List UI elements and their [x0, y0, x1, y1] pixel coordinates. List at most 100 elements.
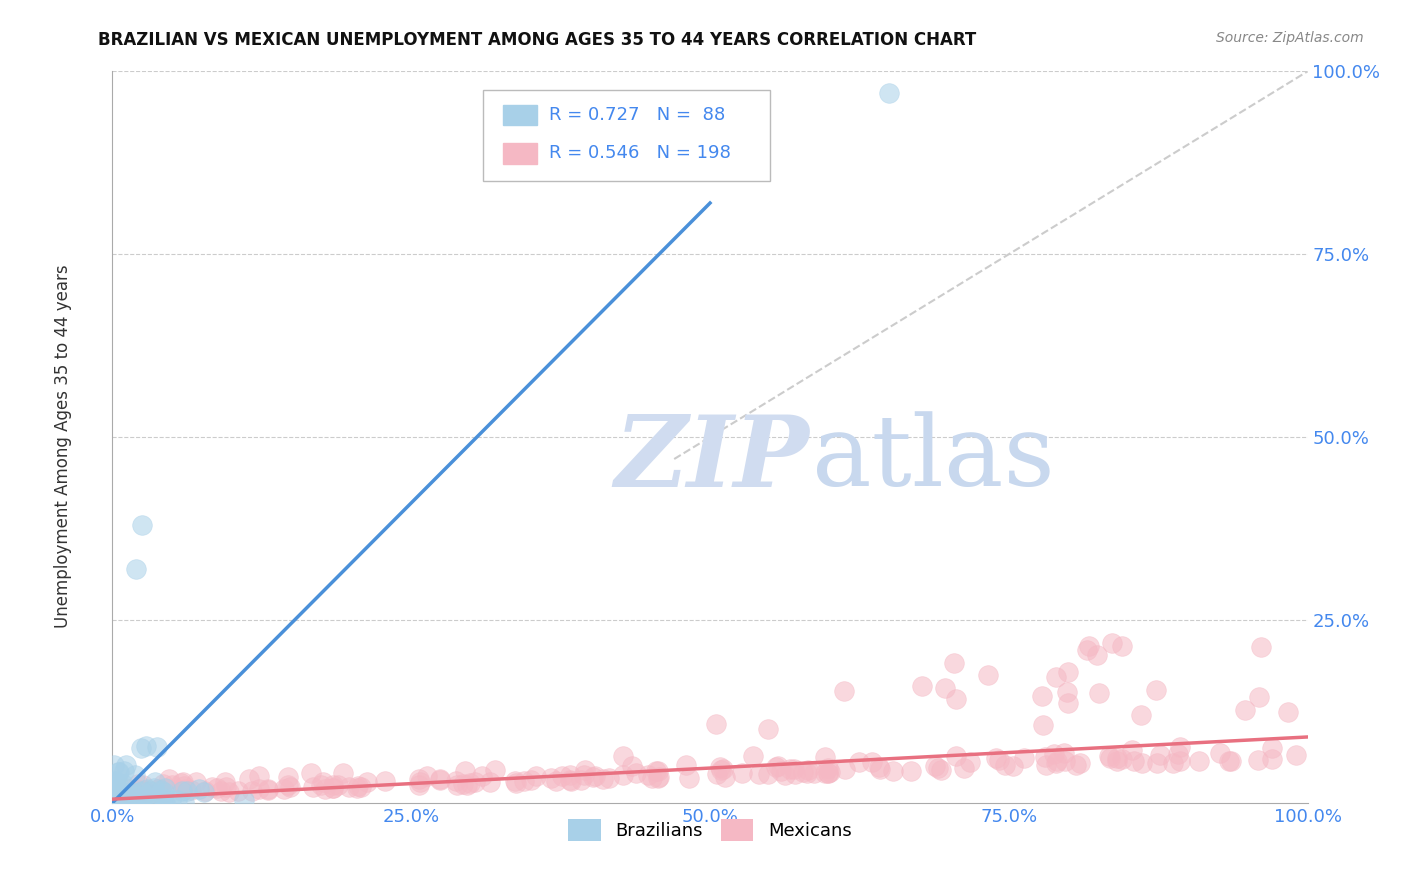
Point [911, 679, 934, 693]
Point [120, 793, 142, 807]
Point [1105, 751, 1128, 765]
Point [783, 762, 806, 776]
Point [153, 780, 176, 795]
Point [1098, 749, 1121, 764]
Point [706, 766, 728, 780]
Point [882, 764, 904, 779]
Point [1277, 705, 1299, 719]
Point [105, 783, 128, 797]
Point [277, 778, 299, 792]
Point [1220, 754, 1243, 768]
Point [484, 763, 506, 777]
Point [226, 784, 249, 798]
Point [1208, 746, 1230, 760]
Point [785, 767, 807, 781]
Point [122, 787, 145, 801]
Point [1033, 750, 1056, 764]
Point [817, 765, 839, 780]
Point [709, 760, 731, 774]
Point [1188, 754, 1211, 768]
Point [105, 790, 128, 805]
Point [766, 758, 789, 772]
Point [322, 781, 344, 796]
Point [647, 770, 669, 784]
Point [139, 787, 162, 801]
Point [1101, 635, 1123, 649]
Point [647, 772, 669, 786]
Point [218, 785, 240, 799]
Point [166, 793, 188, 807]
Point [257, 781, 280, 796]
Point [125, 790, 148, 805]
Point [112, 764, 135, 778]
Point [451, 777, 474, 791]
Point [924, 759, 946, 773]
Point [332, 765, 354, 780]
Point [1046, 754, 1069, 768]
Point [796, 763, 818, 777]
Point [765, 760, 787, 774]
Point [748, 766, 770, 780]
Point [540, 771, 562, 785]
Point [172, 784, 194, 798]
Point [574, 764, 596, 778]
Point [1002, 758, 1025, 772]
Point [110, 795, 132, 809]
Point [977, 668, 1000, 682]
Point [346, 780, 368, 795]
Point [180, 783, 202, 797]
Point [558, 773, 581, 788]
Point [139, 790, 162, 805]
Point [464, 775, 486, 789]
Point [408, 778, 430, 792]
Point [131, 783, 153, 797]
Text: ZIP: ZIP [614, 411, 810, 508]
Point [107, 789, 129, 804]
Point [945, 748, 967, 763]
Point [104, 783, 127, 797]
Point [1098, 751, 1121, 765]
Point [756, 767, 779, 781]
Point [136, 782, 159, 797]
Point [273, 781, 295, 796]
Point [458, 775, 481, 789]
Point [444, 773, 467, 788]
Point [869, 762, 891, 776]
Point [408, 774, 430, 789]
Point [114, 795, 136, 809]
Point [1056, 696, 1078, 710]
Point [173, 795, 195, 809]
Point [803, 765, 825, 780]
Point [112, 784, 135, 798]
Point [641, 771, 664, 785]
Point [152, 777, 174, 791]
Point [1045, 670, 1067, 684]
Point [374, 774, 396, 789]
Point [173, 780, 195, 794]
Point [429, 772, 451, 787]
Point [128, 791, 150, 805]
Point [1035, 758, 1057, 772]
Text: BRAZILIAN VS MEXICAN UNEMPLOYMENT AMONG AGES 35 TO 44 YEARS CORRELATION CHART: BRAZILIAN VS MEXICAN UNEMPLOYMENT AMONG … [98, 31, 977, 49]
Point [129, 740, 152, 755]
Point [152, 790, 174, 805]
Point [868, 760, 890, 774]
Point [583, 769, 606, 783]
Point [129, 785, 152, 799]
Point [934, 681, 956, 695]
Text: R = 0.546   N = 198: R = 0.546 N = 198 [548, 145, 731, 162]
Point [128, 789, 150, 803]
Point [834, 762, 856, 776]
Point [1146, 756, 1168, 771]
Point [103, 782, 125, 797]
Point [544, 774, 567, 789]
Point [247, 768, 270, 782]
Point [927, 761, 949, 775]
Point [103, 789, 125, 804]
Point [108, 764, 131, 779]
Point [520, 773, 543, 788]
Point [456, 778, 478, 792]
Point [592, 772, 614, 787]
Point [240, 784, 263, 798]
Point [1285, 747, 1308, 762]
